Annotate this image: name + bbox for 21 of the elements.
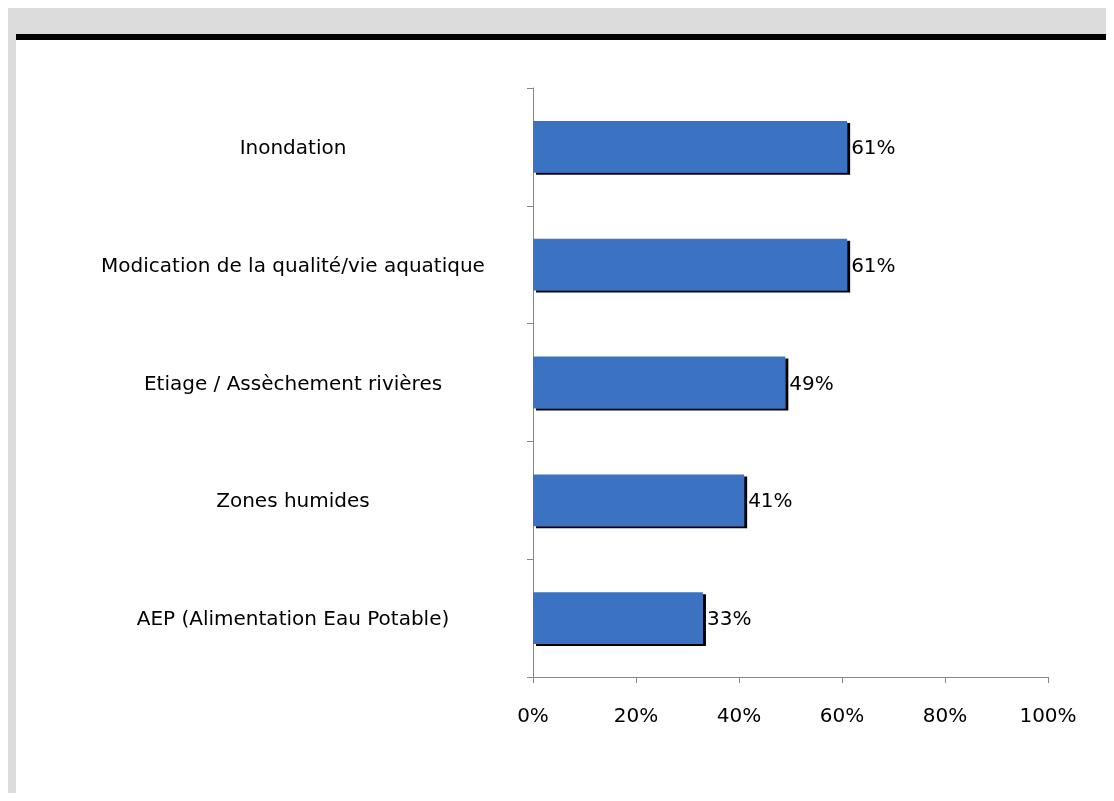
y-tick-label: AEP (Alimentation Eau Potable) (136, 606, 450, 631)
bar (533, 238, 848, 291)
x-tick-label: 100% (1019, 703, 1077, 727)
y-tick-label: Etiage / Assèchement rivières (143, 370, 443, 395)
bar (533, 592, 703, 645)
y-tick-label: Zones humides (216, 488, 370, 513)
bar (533, 356, 786, 409)
data-label: 41% (748, 488, 793, 513)
x-tick-label: 20% (613, 703, 659, 727)
x-tick-label: 40% (716, 703, 762, 727)
y-tick-label: Inondation (239, 134, 347, 159)
data-label: 61% (851, 134, 896, 159)
data-label: 33% (706, 606, 752, 631)
x-tick-label: 60% (819, 703, 865, 727)
bar (533, 474, 745, 527)
data-label: 61% (851, 252, 896, 277)
y-tick-label: Modication de la qualité/vie aquatique (101, 252, 485, 277)
x-tick-label: 0% (517, 703, 549, 727)
bar (533, 120, 848, 173)
x-tick-label: 80% (922, 703, 968, 727)
data-label: 49% (789, 370, 834, 395)
